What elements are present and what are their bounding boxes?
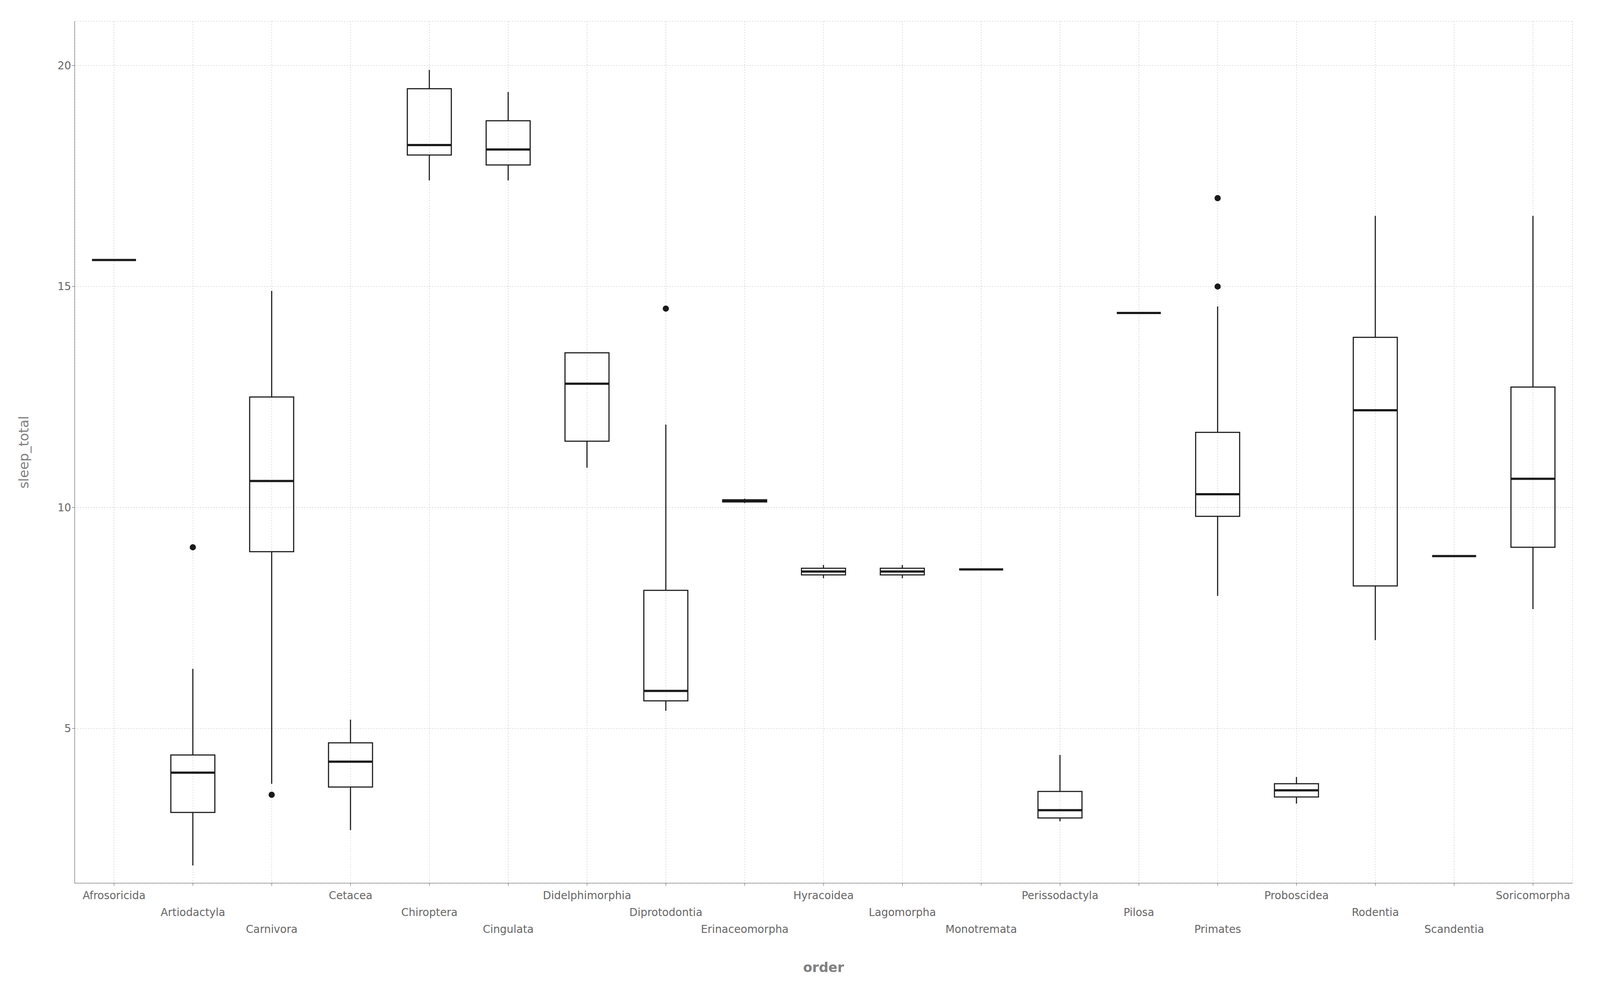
svg-text:Soricomorpha: Soricomorpha (1496, 889, 1571, 903)
svg-text:10: 10 (57, 501, 72, 515)
svg-text:Pilosa: Pilosa (1123, 906, 1155, 920)
svg-text:Monotremata: Monotremata (945, 923, 1017, 936)
svg-text:Carnivora: Carnivora (245, 923, 298, 936)
svg-text:Primates: Primates (1194, 923, 1241, 936)
svg-text:15: 15 (57, 280, 72, 293)
svg-text:order: order (803, 960, 844, 976)
svg-text:Lagomorpha: Lagomorpha (868, 906, 936, 920)
svg-text:Afrosoricida: Afrosoricida (82, 889, 146, 903)
svg-text:Proboscidea: Proboscidea (1264, 889, 1329, 903)
svg-text:Hyracoidea: Hyracoidea (793, 889, 854, 903)
svg-text:5: 5 (64, 722, 72, 736)
svg-text:Artiodactyla: Artiodactyla (160, 906, 225, 920)
svg-text:Scandentia: Scandentia (1424, 923, 1484, 936)
svg-text:Cetacea: Cetacea (328, 889, 373, 903)
svg-text:Perissodactyla: Perissodactyla (1021, 889, 1099, 903)
svg-text:Chiroptera: Chiroptera (401, 906, 458, 920)
svg-text:20: 20 (57, 59, 72, 72)
svg-text:sleep_total: sleep_total (16, 416, 32, 489)
svg-text:Didelphimorphia: Didelphimorphia (543, 889, 632, 903)
svg-text:Diprotodontia: Diprotodontia (629, 906, 703, 920)
svg-text:Erinaceomorpha: Erinaceomorpha (700, 923, 789, 936)
svg-text:Cingulata: Cingulata (482, 923, 534, 936)
svg-text:Rodentia: Rodentia (1351, 906, 1399, 920)
